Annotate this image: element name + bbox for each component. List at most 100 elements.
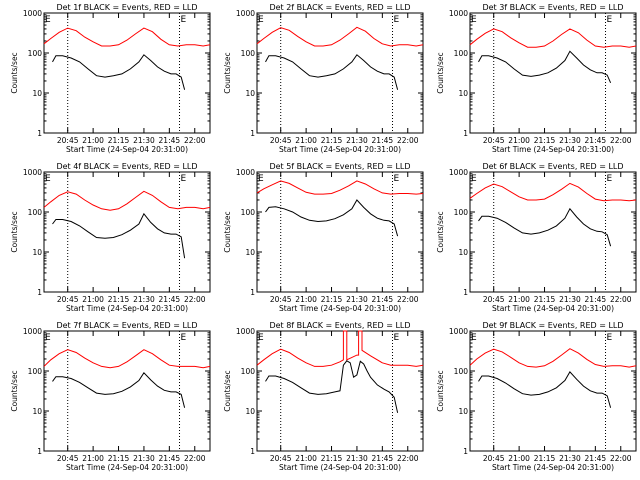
plot-frame [43, 330, 211, 452]
plot-frame [469, 330, 637, 452]
x-tick-label: 20:45 [483, 136, 505, 145]
y-tick-label: 100 [28, 367, 43, 376]
series-line-lld [256, 26, 424, 47]
x-tick-label: 21:30 [559, 454, 581, 463]
chart-panel-2: Det 2f BLACK = Events, RED = LLD 1 10 100 10… [223, 3, 424, 154]
x-tick-label: 22:00 [397, 136, 419, 145]
x-tick-label: 22:00 [610, 136, 632, 145]
x-axis-label: Start Time (24-Sep-04 20:31:00) [66, 304, 188, 313]
x-tick-label: 22:00 [184, 295, 206, 304]
x-tick-label: 21:00 [295, 454, 317, 463]
series-line-events [52, 371, 186, 408]
y-tick-label: 10 [245, 407, 255, 416]
chart-panel-6: Det 6f BLACK = Events, RED = LLD 1 10 100 10… [436, 162, 637, 313]
y-tick-label: 10 [245, 248, 255, 257]
e-marker-label: E [45, 333, 51, 343]
chart-panel-1: Det 1f BLACK = Events, RED = LLD 1 10 100 10… [10, 3, 211, 154]
y-tick-label: 10 [245, 89, 255, 98]
x-tick-label: 22:00 [397, 295, 419, 304]
x-tick-label: 22:00 [184, 454, 206, 463]
x-tick-label: 20:45 [270, 454, 292, 463]
e-marker-label: E [181, 333, 187, 343]
series-line-lld [256, 180, 424, 195]
x-tick-label: 21:15 [534, 136, 556, 145]
x-axis-label: Start Time (24-Sep-04 20:31:00) [66, 145, 188, 154]
x-tick-label: 21:00 [82, 136, 104, 145]
series-line-events [265, 54, 399, 90]
series-line-events [478, 50, 612, 84]
x-tick-label: 21:45 [585, 136, 607, 145]
y-tick-label: 100 [241, 208, 256, 217]
y-tick-label: 10 [32, 248, 42, 257]
x-tick-label: 21:30 [133, 295, 155, 304]
y-tick-label: 1000 [236, 9, 255, 18]
x-tick-label: 21:30 [559, 295, 581, 304]
chart-title: Det 8f BLACK = Events, RED = LLD [269, 321, 410, 330]
x-tick-label: 21:30 [559, 136, 581, 145]
x-tick-label: 21:15 [108, 454, 130, 463]
x-tick-label: 22:00 [184, 136, 206, 145]
y-tick-label: 1 [250, 288, 255, 297]
x-tick-label: 21:45 [159, 136, 181, 145]
y-axis-label: Counts/sec [436, 370, 445, 411]
x-tick-label: 20:45 [57, 136, 79, 145]
y-axis-label: Counts/sec [10, 52, 19, 93]
chart-panel-9: Det 9f BLACK = Events, RED = LLD 1 10 100 10… [436, 321, 637, 472]
e-marker-label: E [45, 174, 51, 184]
e-marker-label: E [471, 174, 477, 184]
series-line-events [52, 54, 186, 90]
y-tick-label: 1000 [236, 327, 255, 336]
e-marker-label: E [607, 333, 613, 343]
x-tick-label: 21:15 [534, 295, 556, 304]
chart-panel-4: Det 4f BLACK = Events, RED = LLD 1 10 100 10… [10, 162, 211, 313]
x-tick-label: 21:00 [508, 295, 530, 304]
x-tick-label: 21:00 [508, 136, 530, 145]
series-line-lld [43, 27, 211, 47]
x-tick-label: 21:00 [508, 454, 530, 463]
x-tick-label: 21:30 [133, 136, 155, 145]
plot-frame [43, 171, 211, 293]
y-tick-label: 1 [463, 288, 468, 297]
series-line-lld [469, 348, 637, 368]
x-tick-label: 20:45 [57, 454, 79, 463]
y-tick-label: 100 [454, 208, 469, 217]
x-tick-label: 21:45 [372, 136, 394, 145]
chart-title: Det 6f BLACK = Events, RED = LLD [482, 162, 623, 171]
x-tick-label: 20:45 [57, 295, 79, 304]
series-line-events [478, 371, 612, 408]
chart-title: Det 3f BLACK = Events, RED = LLD [482, 3, 623, 12]
series-line-lld [43, 190, 211, 211]
chart-panel-3: Det 3f BLACK = Events, RED = LLD 1 10 100 10… [436, 3, 637, 154]
x-tick-label: 21:15 [108, 295, 130, 304]
chart-title: Det 9f BLACK = Events, RED = LLD [482, 321, 623, 330]
e-marker-label: E [607, 174, 613, 184]
e-marker-label: E [471, 333, 477, 343]
plot-frame [256, 12, 424, 134]
x-tick-label: 20:45 [483, 295, 505, 304]
e-marker-label: E [607, 15, 613, 25]
e-marker-label: E [181, 174, 187, 184]
y-tick-label: 10 [32, 407, 42, 416]
y-axis-label: Counts/sec [223, 52, 232, 93]
x-axis-label: Start Time (24-Sep-04 20:31:00) [279, 304, 401, 313]
x-tick-label: 21:45 [159, 295, 181, 304]
plot-frame [256, 171, 424, 293]
y-tick-label: 1000 [23, 327, 42, 336]
x-tick-label: 21:00 [82, 454, 104, 463]
y-axis-label: Counts/sec [436, 52, 445, 93]
x-axis-label: Start Time (24-Sep-04 20:31:00) [492, 304, 614, 313]
series-line-events [265, 360, 399, 413]
series-line-lld [469, 182, 637, 202]
x-axis-label: Start Time (24-Sep-04 20:31:00) [492, 145, 614, 154]
x-tick-label: 20:45 [483, 454, 505, 463]
x-tick-label: 21:30 [133, 454, 155, 463]
y-tick-label: 1000 [449, 9, 468, 18]
e-marker-label: E [258, 15, 264, 25]
y-tick-label: 1 [37, 129, 42, 138]
x-tick-label: 21:00 [82, 295, 104, 304]
y-tick-label: 10 [32, 89, 42, 98]
y-axis-label: Counts/sec [223, 211, 232, 252]
y-axis-label: Counts/sec [436, 211, 445, 252]
chart-title: Det 7f BLACK = Events, RED = LLD [56, 321, 197, 330]
